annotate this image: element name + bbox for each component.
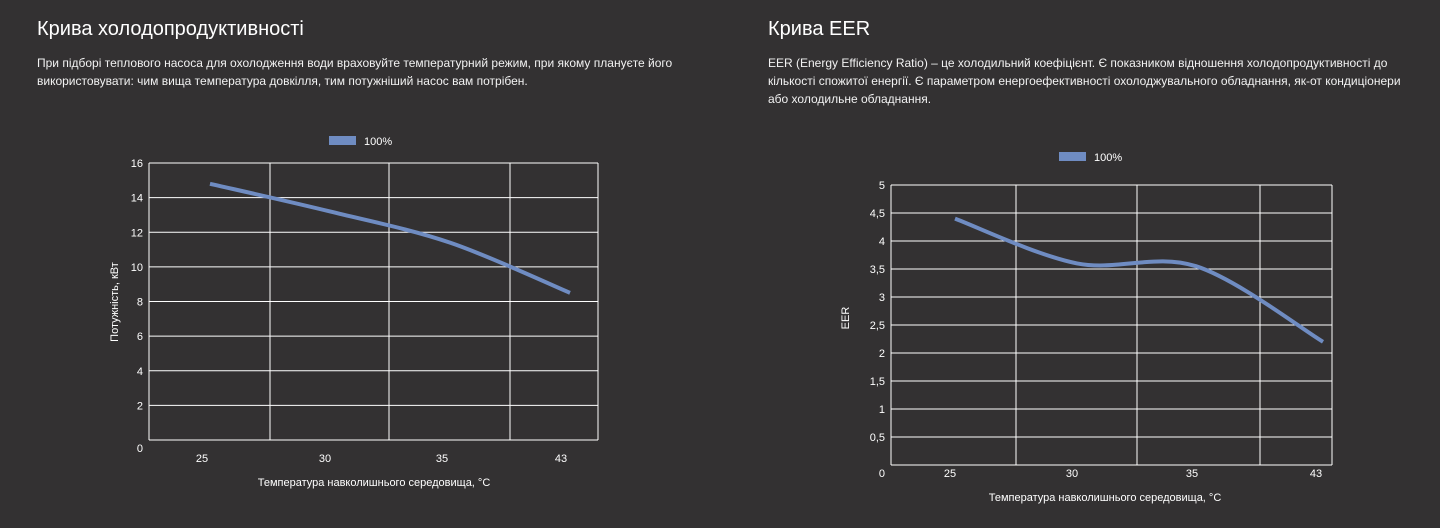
legend-swatch [1059, 152, 1086, 161]
y-tick-label: 4 [137, 366, 143, 378]
y-tick-label: 1 [879, 404, 885, 416]
y-tick-label: 4 [879, 236, 885, 248]
x-tick-label: 43 [555, 453, 567, 465]
y-tick-label: 2 [879, 348, 885, 360]
y-tick-label: 3,5 [870, 264, 885, 276]
x-tick-label: 25 [944, 468, 956, 480]
x-axis-title: Температура навколишнього середовища, °C [989, 492, 1222, 504]
section-description: EER (Energy Efficiency Ratio) – це холод… [768, 56, 1401, 106]
y-tick-label: 6 [137, 331, 143, 343]
y-tick-label: 5 [879, 180, 885, 192]
x-tick-label: 25 [196, 453, 208, 465]
y-tick-label: 12 [131, 227, 143, 239]
x-axis-title: Температура навколишнього середовища, °C [258, 477, 491, 489]
x-tick-label: 35 [1186, 468, 1198, 480]
y-tick-label: 2 [137, 400, 143, 412]
x-tick-label: 43 [1310, 468, 1322, 480]
legend-label: 100% [364, 136, 392, 148]
y-tick-label: 0 [137, 443, 143, 455]
legend-swatch [329, 136, 356, 145]
x-tick-label: 30 [1066, 468, 1078, 480]
section-description: При підборі теплового насоса для охолодж… [37, 56, 673, 88]
y-tick-label: 3 [879, 292, 885, 304]
series-line [209, 181, 571, 295]
y-tick-label: 0,5 [870, 432, 885, 444]
y-tick-label: 2,5 [870, 320, 885, 332]
y-tick-label: 4,5 [870, 208, 885, 220]
section-title: Крива EER [768, 18, 871, 40]
y-tick-label: 14 [131, 193, 143, 205]
y-tick-label: 16 [131, 158, 143, 170]
section-title: Крива холодопродуктивності [37, 18, 304, 40]
series-line [954, 216, 1325, 344]
x-tick-label: 30 [319, 453, 331, 465]
y-tick-label: 8 [137, 297, 143, 309]
x-tick-label: 35 [436, 453, 448, 465]
legend-label: 100% [1094, 152, 1122, 164]
y-tick-label: 10 [131, 262, 143, 274]
y-tick-label: 0 [879, 468, 885, 480]
y-tick-label: 1,5 [870, 376, 885, 388]
y-axis-title: EER [840, 307, 852, 330]
y-axis-title: Потужність, кВт [109, 262, 121, 342]
